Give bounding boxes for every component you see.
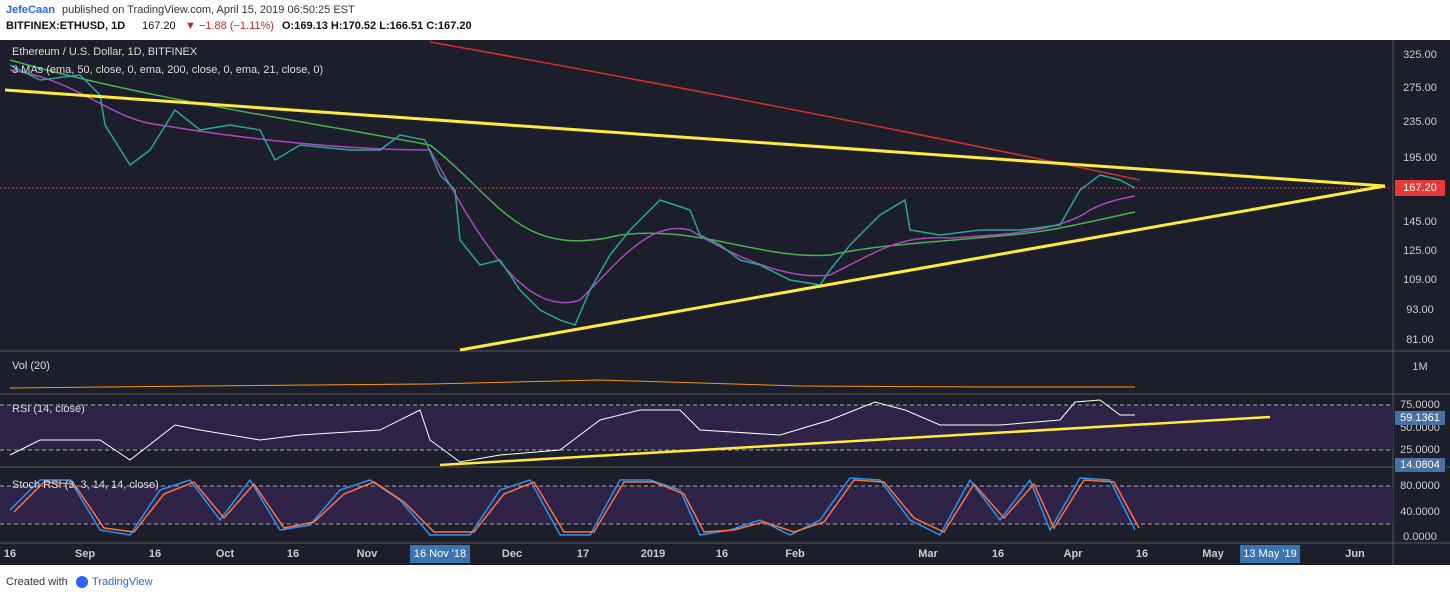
published: published on TradingView.com, April 15, … — [62, 4, 355, 16]
trendline — [439, 415, 1271, 467]
axis-label: 1M — [1412, 361, 1427, 373]
time-label: Jun — [1345, 548, 1365, 560]
trendline — [459, 184, 1386, 352]
axis-label: 75.0000 — [1400, 399, 1440, 411]
axes: 325.00 275.00 235.00 195.00 145.00 125.00 109.… — [4, 49, 1445, 563]
author[interactable]: JefeCaan — [6, 4, 55, 16]
pane-legends: Ethereum / U.S. Dollar, 1D, BITFINEX 3 M… — [12, 46, 323, 491]
time-label: Sep — [75, 548, 95, 560]
time-label: 16 — [149, 548, 161, 560]
axis-label: 0.0000 — [1403, 531, 1437, 543]
time-box — [410, 545, 470, 563]
value-box-label: 59.1361 — [1400, 412, 1440, 424]
symbol: BITFINEX:ETHUSD, 1D — [6, 20, 125, 32]
time-label: Feb — [785, 548, 805, 560]
ohlc: O:169.13 H:170.52 L:166.51 C:167.20 — [282, 20, 472, 32]
time-label: Dec — [502, 548, 522, 560]
footer-text: Created with — [6, 576, 68, 588]
time-label: May — [1202, 548, 1224, 560]
axis-label: 40.0000 — [1400, 506, 1440, 518]
value-box — [1395, 458, 1445, 472]
pane-separators — [0, 40, 1450, 565]
rsi — [9, 399, 1135, 463]
stoch-k — [9, 477, 1136, 536]
footer-brand[interactable]: TradingView — [92, 576, 153, 588]
axis-label: 275.00 — [1403, 82, 1437, 94]
time-label: Apr — [1064, 548, 1084, 560]
value-box-label: 14.0804 — [1400, 459, 1440, 471]
price — [9, 64, 1136, 326]
axis-label: 109.00 — [1403, 274, 1437, 286]
time-label: Mar — [918, 548, 938, 560]
axis-label: 125.00 — [1403, 245, 1437, 257]
time-box — [1240, 545, 1300, 563]
axis-label: 235.00 — [1403, 116, 1437, 128]
pane-title: Ethereum / U.S. Dollar, 1D, BITFINEX — [12, 46, 198, 58]
time-label: 16 — [4, 548, 16, 560]
time-label: 16 — [992, 548, 1004, 560]
pane-title: Vol (20) — [12, 360, 50, 372]
quote: 167.20 — [142, 20, 176, 32]
axis-label: 195.00 — [1403, 152, 1437, 164]
time-label: 17 — [577, 548, 589, 560]
pane-title: RSI (14, close) — [12, 403, 85, 415]
axis-label: 145.00 — [1403, 216, 1437, 228]
price-box-label: 167.20 — [1403, 182, 1437, 194]
trendline — [4, 88, 1386, 188]
pane-title: Stoch RSI (3, 3, 14, 14, close) — [12, 479, 159, 491]
axis-label: 80.0000 — [1400, 480, 1440, 492]
axis-label: 325.00 — [1403, 49, 1437, 61]
ema50 — [9, 59, 1136, 257]
time-label: Nov — [357, 548, 379, 560]
rsi-band — [0, 405, 1393, 450]
time-box-label: 13 May '19 — [1243, 548, 1296, 560]
axis-label: 81.00 — [1406, 334, 1434, 346]
ema21 — [9, 69, 1136, 304]
time-label: 16 — [716, 548, 728, 560]
time-label: 16 — [287, 548, 299, 560]
time-label: Oct — [216, 548, 235, 560]
change: ▼ −1.88 (−1.11%) — [185, 20, 274, 32]
value-box — [1395, 411, 1445, 425]
stoch-d — [13, 479, 1140, 533]
axis-label: 93.00 — [1406, 304, 1434, 316]
pane-title: 3 MAs (ema, 50, close, 0, ema, 200, clos… — [12, 64, 323, 76]
time-label: 16 — [1136, 548, 1148, 560]
time-box-label: 16 Nov '18 — [414, 548, 466, 560]
price-box — [1395, 180, 1445, 196]
logo — [76, 576, 88, 588]
volume-ma — [9, 379, 1135, 389]
axis-label: 25.0000 — [1400, 444, 1440, 456]
time-label: 2019 — [641, 548, 665, 560]
